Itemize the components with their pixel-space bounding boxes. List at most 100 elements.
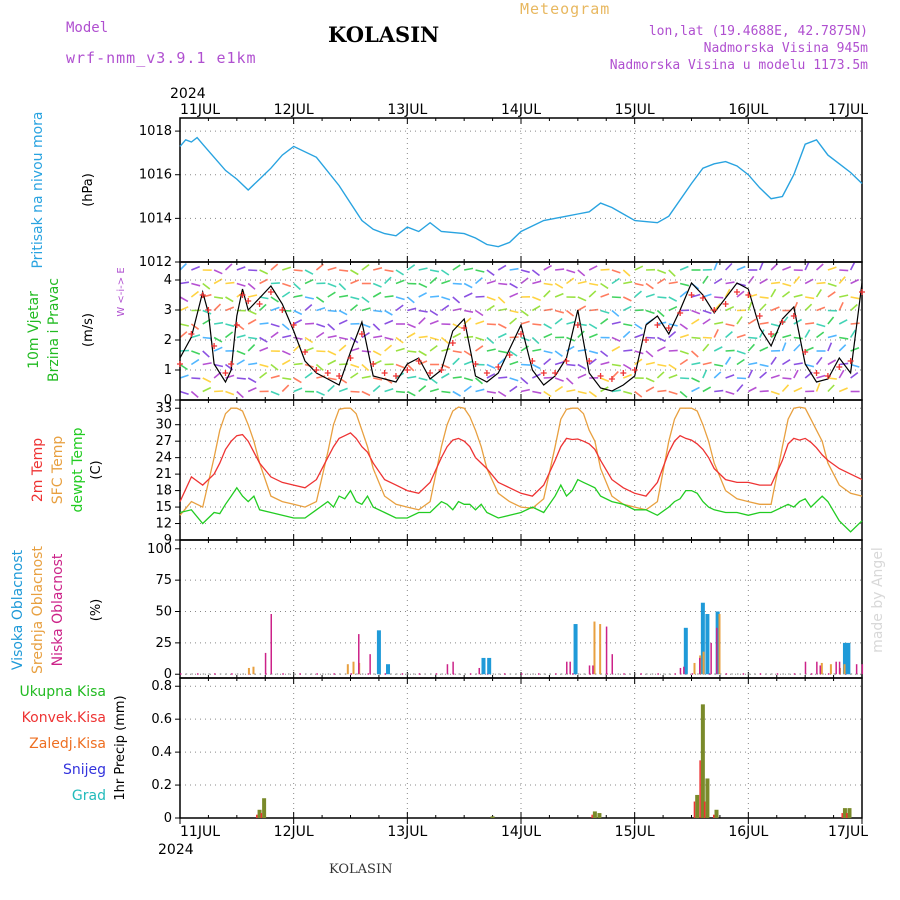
wind-arrow — [213, 346, 223, 352]
wind-arrow — [338, 344, 347, 352]
cloud-zero-mark — [810, 673, 813, 675]
cloud-zero-mark — [299, 673, 301, 675]
cloud-zero-mark — [600, 673, 603, 675]
wind-gust-marker — [756, 313, 763, 319]
bottom-day-label: 13JUL — [387, 824, 427, 840]
wind-arrow — [782, 266, 792, 271]
wind-arrow — [429, 309, 439, 316]
wind-arrow — [350, 296, 360, 300]
wind-arrow — [179, 323, 189, 327]
wind-arrow — [725, 305, 735, 312]
wind-arrow — [623, 323, 633, 327]
cloud-bar — [452, 661, 454, 675]
wind-gust-marker — [415, 358, 422, 364]
pressure-series-line — [179, 136, 863, 248]
wind-arrow — [441, 296, 451, 301]
cloud-zero-mark — [333, 673, 335, 675]
cloud-zero-mark — [231, 673, 233, 675]
wind-arrow — [338, 336, 349, 341]
wind-arrow — [588, 290, 597, 298]
wind-arrow — [316, 390, 325, 396]
wind-arrow — [475, 377, 484, 385]
wind-arrow — [532, 280, 542, 285]
pressure-unit-label: (hPa) — [81, 173, 96, 207]
wind-arrow — [452, 264, 461, 271]
cloud-zero-mark — [214, 673, 216, 675]
wind-arrow — [714, 296, 724, 299]
cloud-bar — [716, 627, 718, 675]
cloud-bar — [819, 665, 822, 675]
wind-arrow — [849, 261, 856, 271]
wind-arrow — [566, 389, 576, 393]
wind-arrow — [758, 329, 765, 338]
station-title: KOLASIN — [328, 22, 440, 47]
wind-arrow — [429, 269, 440, 273]
cloud-zero-mark — [185, 673, 188, 675]
wind-arrow — [202, 386, 212, 393]
wind-arrow — [611, 336, 621, 342]
precip-legend-label: Snijeg — [63, 762, 106, 778]
cloud-zero-mark — [850, 673, 853, 675]
wind-arrow — [827, 266, 837, 271]
product-title: Meteogram — [520, 0, 611, 18]
wind-arrow — [759, 346, 769, 352]
cloud-bar — [718, 614, 721, 675]
cloud-zero-mark — [413, 673, 415, 675]
wind-arrow — [486, 269, 495, 276]
precip-convective-bar — [699, 760, 701, 818]
wind-arrow — [657, 296, 667, 299]
wind-arrow — [747, 369, 754, 379]
wind-arrow — [714, 321, 724, 325]
wind-arrow — [270, 374, 280, 379]
wind-arrow — [338, 309, 348, 316]
wind-arrow — [429, 336, 439, 341]
wind-arrow — [259, 363, 269, 368]
wind-arrow — [452, 357, 460, 366]
cloud-bar — [446, 664, 449, 675]
cloud-zero-mark — [509, 673, 512, 675]
wind-arrow — [680, 377, 690, 380]
cloud-bar — [264, 652, 267, 675]
wind-arrow — [668, 330, 677, 339]
wind-arrow — [600, 361, 610, 366]
cloud-zero-mark — [714, 673, 716, 675]
cloud-zero-mark — [782, 673, 784, 675]
wind-arrow — [418, 292, 427, 298]
y-tick-label: 0.2 — [151, 778, 172, 793]
wind-arrow — [793, 275, 801, 285]
wind-arrow — [429, 388, 439, 393]
wind-arrow — [179, 363, 188, 371]
wind-arrow — [668, 349, 678, 352]
wind-arrow — [327, 309, 337, 313]
y-tick-label: 18 — [155, 484, 172, 499]
wind-arrow — [361, 390, 371, 397]
wind-arrow — [373, 267, 383, 271]
wind-arrow — [532, 348, 542, 352]
wind-arrow — [270, 282, 280, 285]
cloud-zero-mark — [793, 673, 796, 675]
wind-arrow — [509, 317, 518, 325]
cloud-bar — [481, 657, 486, 675]
wind-arrow — [475, 277, 483, 285]
wind-arrow — [623, 390, 633, 395]
cloud-bar — [683, 627, 688, 675]
wind-arrow — [350, 363, 360, 369]
wind-arrow — [691, 362, 701, 366]
wind-arrow — [714, 389, 724, 393]
wind-arrow — [293, 269, 303, 272]
cloud-zero-mark — [236, 673, 239, 675]
wind-arrow — [179, 374, 189, 379]
wind-arrow — [645, 309, 655, 315]
wind-arrow — [316, 306, 326, 312]
wind-arrow — [179, 281, 190, 285]
cloud-zero-mark — [197, 673, 199, 675]
wind-arrow — [543, 264, 552, 271]
wind-gust-marker — [654, 322, 661, 328]
wind-gust-marker — [461, 325, 468, 331]
wind-gust-marker — [336, 373, 343, 379]
wind-arrow — [679, 350, 689, 355]
wind-arrow — [463, 360, 473, 366]
wind-arrow — [179, 306, 189, 312]
wind-arrow — [475, 320, 485, 325]
wind-arrow — [418, 385, 427, 393]
